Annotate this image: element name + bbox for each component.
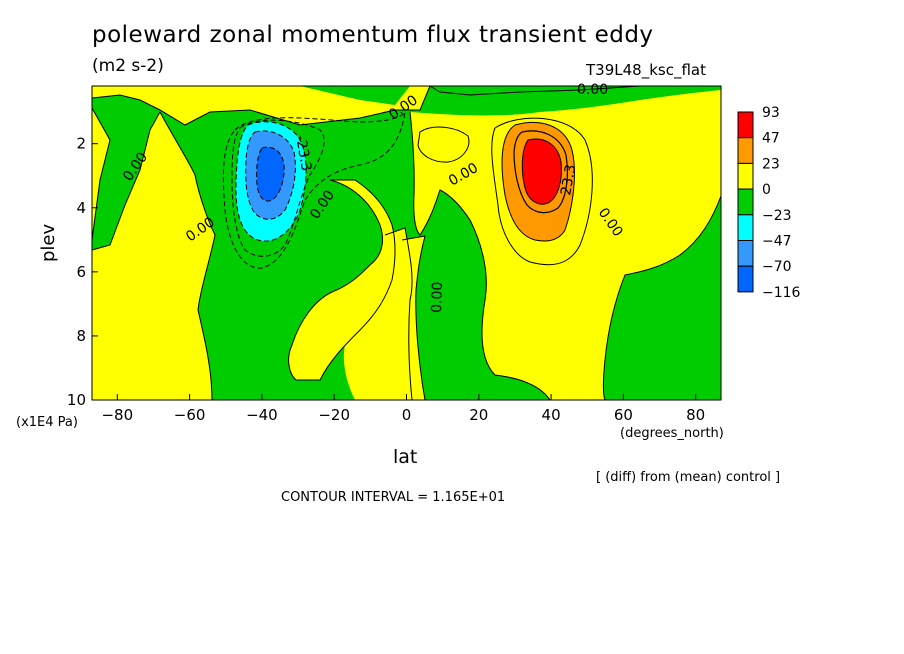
x-axis-label: lat bbox=[393, 446, 418, 468]
difference-note: [ (diff) from (mean) control ] bbox=[596, 470, 781, 485]
legend-label: 23 bbox=[762, 156, 780, 172]
legend-swatch bbox=[737, 214, 754, 242]
y-axis: 2 4 6 8 10 bbox=[67, 135, 98, 409]
negative-contour-mid bbox=[231, 119, 325, 257]
x-tick-label: −20 bbox=[318, 406, 350, 424]
positive-core bbox=[502, 122, 575, 241]
positive-region-right bbox=[410, 90, 721, 400]
x-tick-label: 0 bbox=[402, 406, 412, 424]
legend-label: 93 bbox=[762, 105, 780, 121]
zero-contour-far-right bbox=[603, 195, 722, 401]
zero-contour-left-mid bbox=[159, 111, 216, 401]
zero-contour-center bbox=[288, 179, 396, 381]
legend-label: −70 bbox=[762, 259, 792, 275]
zero-contour-left-band bbox=[91, 111, 161, 251]
chart-units: (m2 s-2) bbox=[92, 56, 164, 76]
legend-swatch bbox=[737, 137, 754, 164]
legend-label: 47 bbox=[762, 131, 780, 147]
zero-contour-equator bbox=[384, 227, 413, 401]
y-tick-label: 4 bbox=[76, 199, 86, 217]
contour-label: 23.3 bbox=[558, 163, 579, 196]
small-positive-contour bbox=[417, 126, 470, 163]
y-tick-label: 6 bbox=[76, 263, 86, 281]
x-axis-units: (degrees_north) bbox=[620, 426, 724, 441]
x-tick-label: 40 bbox=[542, 406, 561, 424]
contour-label: 0.00 bbox=[577, 82, 608, 98]
chart-title: poleward zonal momentum flux transient e… bbox=[92, 22, 654, 48]
contour-interval: CONTOUR INTERVAL = 1.165E+01 bbox=[281, 490, 506, 505]
contour-lines bbox=[91, 85, 722, 401]
legend-label: −23 bbox=[762, 208, 792, 224]
zero-contour-top-right bbox=[429, 85, 641, 96]
legend-swatch bbox=[737, 162, 754, 190]
legend-label: −116 bbox=[762, 285, 801, 301]
run-name: T39L48_ksc_flat bbox=[586, 61, 706, 79]
zero-contour-right bbox=[409, 111, 551, 401]
zero-contour-equator-right bbox=[401, 235, 426, 401]
legend-swatch bbox=[737, 240, 754, 267]
zero-contour-left bbox=[91, 107, 111, 241]
legend-swatch bbox=[737, 265, 754, 293]
positive-region-lower-right bbox=[402, 236, 425, 400]
negative-contour-lines bbox=[222, 111, 406, 269]
x-tick-label: −40 bbox=[246, 406, 278, 424]
positive-region-top-left bbox=[92, 86, 430, 125]
x-tick-label: 20 bbox=[469, 406, 488, 424]
y-axis-units: (x1E4 Pa) bbox=[16, 415, 78, 430]
negative-level-minus-70 bbox=[256, 147, 285, 202]
negative-contour-minus-47 bbox=[245, 130, 296, 220]
x-axis: −80 −60 −40 −20 0 20 40 60 80 bbox=[101, 394, 705, 424]
positive-region-equator bbox=[343, 228, 413, 400]
y-tick-label: 2 bbox=[76, 135, 86, 153]
x-tick-label: 80 bbox=[686, 406, 705, 424]
positive-contour-70 bbox=[521, 138, 562, 205]
legend-swatch bbox=[737, 188, 754, 216]
x-tick-label: −80 bbox=[101, 406, 133, 424]
x-tick-label: 60 bbox=[614, 406, 633, 424]
negative-contour-minus-23 bbox=[235, 121, 307, 242]
positive-level-70 bbox=[522, 139, 562, 205]
color-legend: 93 47 23 0 −23 −47 −70 −116 bbox=[737, 105, 801, 301]
positive-contour-23 bbox=[501, 121, 575, 242]
legend-label: −47 bbox=[762, 234, 792, 250]
y-tick-label: 10 bbox=[67, 391, 86, 409]
positive-regions bbox=[92, 86, 721, 400]
legend-swatch bbox=[737, 111, 754, 139]
positive-region-center bbox=[288, 180, 395, 380]
legend-label: 0 bbox=[762, 182, 771, 198]
zero-contour-top bbox=[91, 85, 431, 126]
x-tick-label: −60 bbox=[174, 406, 206, 424]
positive-region-left-mid bbox=[92, 112, 215, 400]
contour-label: -23.3 bbox=[292, 134, 314, 172]
positive-contour-outer bbox=[491, 117, 593, 266]
y-tick-label: 8 bbox=[76, 327, 86, 345]
contour-label: 0.00 bbox=[429, 281, 446, 313]
